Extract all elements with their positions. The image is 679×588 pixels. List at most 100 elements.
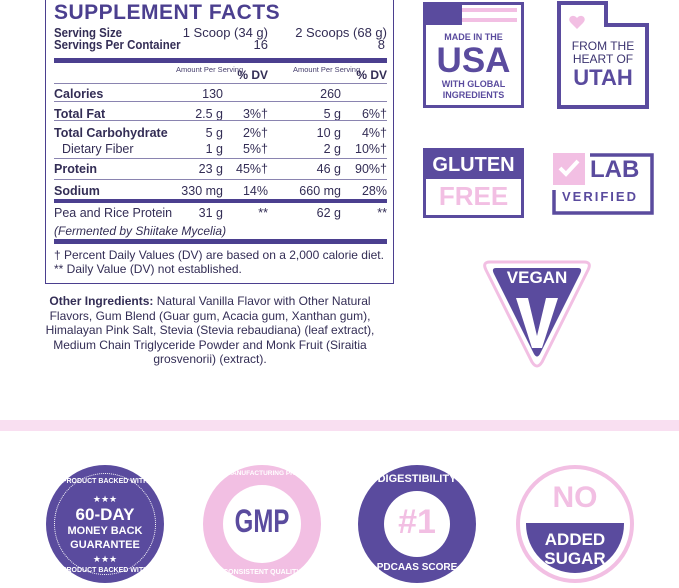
row-name: Calories: [54, 87, 104, 101]
amount-2: 10 g: [316, 126, 341, 140]
dv-2: 90%†: [355, 162, 387, 176]
col1-serving: 1 Scoop (34 g): [182, 25, 268, 40]
dv-2: 6%†: [361, 107, 387, 121]
row-name: Sodium: [54, 184, 100, 198]
gmp-text: GMP: [234, 503, 290, 539]
thick-divider: [54, 58, 387, 63]
thick-divider: [54, 239, 387, 244]
dv-2: 10%†: [355, 142, 387, 156]
dv-2: 28%: [361, 184, 387, 198]
dv-1: 3%†: [242, 107, 268, 121]
ring-text-top: PRODUCT BACKED WITH: [61, 478, 149, 485]
made-in-usa-badge: MADE IN THE USA WITH GLOBAL INGREDIENTS: [423, 2, 524, 108]
amount-header-2: Amount Per Serving: [293, 65, 361, 74]
stars-icon-bottom: ★★★: [92, 554, 118, 564]
free-text: FREE: [438, 181, 509, 211]
no-added-sugar-badge: NO ADDED SUGAR: [516, 465, 634, 583]
gmp-badge: GOOD MANUFACTURING PRACTICE GMP CONSISTE…: [203, 465, 321, 583]
ring-text-bottom: PRODUCT BACKED WITH: [61, 567, 149, 574]
stars-icon: [426, 5, 462, 25]
usa-big-text: USA: [436, 41, 511, 80]
vegan-text: VEGAN: [506, 268, 568, 287]
row-name: Pea and Rice Protein: [54, 206, 173, 220]
added-text: ADDED: [544, 530, 606, 549]
amount-2: 62 g: [316, 206, 341, 220]
amount-header-1: Amount Per Serving: [176, 65, 244, 74]
amount-1: 130: [202, 87, 223, 101]
usa-bottom-text: WITH GLOBAL: [441, 79, 506, 89]
stars-icon: ★★★: [92, 494, 118, 504]
number-one-text: #1: [398, 503, 436, 541]
amount-2: 5 g: [323, 107, 341, 121]
usa-bottom-text-2: INGREDIENTS: [442, 90, 505, 100]
utah-text: FROM THE HEART OF UTAH: [556, 40, 650, 90]
verified-text: VERIFIED: [562, 189, 638, 204]
utah-shape-icon: [557, 1, 649, 109]
amount-1: 23 g: [198, 162, 223, 176]
pdcaas-badge: DIGESTIBILITY #1 PDCAAS SCORE: [358, 465, 476, 583]
digestibility-text: DIGESTIBILITY: [377, 473, 457, 485]
divider: [54, 120, 387, 121]
amount-2: 260: [320, 87, 341, 101]
pink-divider-band: [0, 420, 679, 431]
lab-verified-frame: [552, 153, 654, 215]
other-ingredients: Other Ingredients: Natural Vanilla Flavo…: [45, 294, 375, 367]
guarantee-line1: 60-DAY: [75, 505, 135, 524]
usa-top-text: MADE IN THE: [444, 32, 503, 42]
check-icon: [558, 159, 580, 177]
footnote-not-established: ** Daily Value (DV) not established.: [54, 262, 242, 276]
col2-serving: 2 Scoops (68 g): [295, 25, 387, 40]
gluten-free-badge: GLUTEN FREE: [423, 148, 524, 218]
col2-servings: 8: [377, 37, 385, 52]
pdcaas-score-text: PDCAAS SCORE: [376, 562, 458, 573]
amount-1: 5 g: [205, 126, 223, 140]
guarantee-line2: MONEY BACK: [67, 525, 143, 537]
dv-1: 14%: [242, 184, 268, 198]
utah-line1: FROM THE: [571, 39, 635, 53]
guarantee-line3: GUARANTEE: [70, 539, 140, 551]
divider: [54, 101, 387, 102]
row-name: Total Fat: [54, 107, 106, 121]
v-letter-icon: [516, 298, 558, 348]
supplement-facts-panel: SUPPLEMENT FACTS Serving Size Servings P…: [45, 0, 394, 284]
facts-title: SUPPLEMENT FACTS: [54, 1, 281, 24]
amount-1: 31 g: [198, 206, 223, 220]
divider: [54, 158, 387, 159]
col1-servings: 16: [253, 37, 268, 52]
amount-1: 1 g: [205, 142, 223, 156]
serving-size-label: Serving Size: [54, 25, 123, 40]
servings-per-container-label: Servings Per Container: [54, 37, 181, 52]
dv-1: 5%†: [242, 142, 268, 156]
footnote-dv: † Percent Daily Values (DV) are based on…: [54, 248, 384, 262]
gluten-text: GLUTEN: [426, 151, 521, 179]
divider: [54, 83, 387, 84]
heart-icon: [569, 15, 585, 29]
dv-header-2: % DV: [356, 68, 387, 82]
divider: [54, 199, 387, 203]
amount-2: 660 mg: [299, 184, 341, 198]
dv-1: 2%†: [242, 126, 268, 140]
utah-line2: HEART OF: [572, 52, 634, 66]
divider: [54, 179, 387, 180]
money-back-guarantee-badge: PRODUCT BACKED WITH ★★★ 60-DAY MONEY BAC…: [46, 465, 164, 583]
lab-text: LAB: [590, 156, 640, 183]
gmp-ring-top: GOOD MANUFACTURING PRACTICE: [204, 470, 320, 477]
dv-1: 45%†: [236, 162, 268, 176]
row-name: Protein: [54, 162, 98, 176]
dv-1: **: [258, 206, 268, 220]
no-text: NO: [552, 481, 598, 514]
dv-header-1: % DV: [237, 68, 268, 82]
other-ingredients-text: Natural Vanilla Flavor with Other Natura…: [45, 294, 375, 366]
dv-2: 4%†: [361, 126, 387, 140]
row-name: Total Carbohydrate: [54, 126, 168, 140]
amount-1: 2.5 g: [195, 107, 223, 121]
amount-2: 2 g: [323, 142, 341, 156]
added-sugar-panel: ADDED SUGAR: [526, 523, 624, 573]
utah-big: UTAH: [573, 65, 633, 90]
sugar-text: SUGAR: [544, 549, 606, 568]
dv-2: **: [377, 206, 387, 220]
vegan-badge: [483, 260, 591, 368]
amount-1: 330 mg: [181, 184, 223, 198]
amount-2: 46 g: [316, 162, 341, 176]
gmp-ring-bottom: CONSISTENT QUALITY: [223, 569, 301, 576]
